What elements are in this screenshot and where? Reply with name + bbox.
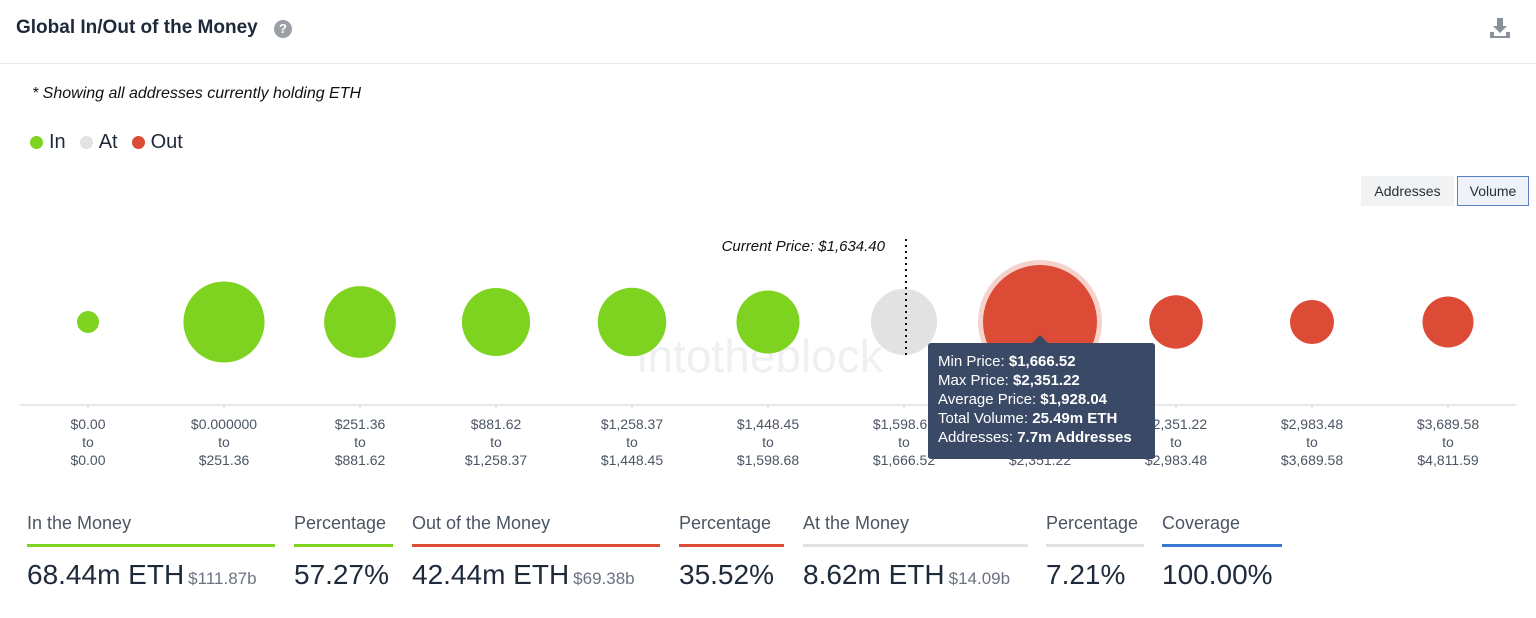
tick-label-to: $3,689.58	[1281, 452, 1343, 468]
volume-toggle-button[interactable]: Volume	[1457, 176, 1529, 206]
cluster-tooltip: Min Price: $1,666.52 Max Price: $2,351.2…	[928, 343, 1155, 459]
tick-label-to: $2,983.48	[1145, 452, 1207, 468]
legend-label-in: In	[49, 131, 66, 153]
stat-out-percentage: Percentage 35.52%	[679, 513, 784, 591]
bubble-in[interactable]	[736, 290, 800, 354]
legend-item-in[interactable]: In	[30, 131, 66, 154]
tooltip-min-price: Min Price: $1,666.52	[938, 353, 1076, 370]
legend-dot-out	[131, 136, 145, 149]
tick-label-separator: to	[82, 434, 94, 450]
stat-at-percentage: Percentage 7.21%	[1046, 513, 1144, 591]
tick-label-separator: to	[1442, 434, 1454, 450]
stat-value: 7.21%	[1046, 559, 1126, 590]
tick-label-to: $1,598.68	[737, 452, 799, 468]
stat-out-of-the-money: Out of the Money 42.44m ETH $69.38b	[412, 513, 660, 591]
tick-label-separator: to	[1170, 434, 1182, 450]
addresses-toggle-button[interactable]: Addresses	[1361, 176, 1454, 206]
stat-at-the-money: At the Money 8.62m ETH $14.09b	[803, 513, 1028, 591]
tick-label-to: $881.62	[335, 452, 386, 468]
help-icon[interactable]: ?	[274, 20, 292, 38]
tick-label-from: $2,351.22	[1145, 416, 1207, 432]
stat-value: 35.52%	[679, 559, 774, 590]
bubble-in[interactable]	[461, 287, 531, 357]
tick-label-to: $1,448.45	[601, 452, 663, 468]
tooltip-addresses: Addresses: 7.7m Addresses	[938, 429, 1132, 446]
tick-label-separator: to	[626, 434, 638, 450]
tick-label-from: $881.62	[471, 416, 522, 432]
stat-bar	[679, 544, 784, 547]
bubble-in[interactable]	[77, 311, 99, 333]
stat-value: 42.44m ETH $69.38b	[412, 559, 635, 590]
bubble-out[interactable]	[1289, 299, 1335, 345]
holding-note: * Showing all addresses currently holdin…	[32, 85, 362, 102]
stat-label: Out of the Money	[412, 513, 551, 533]
tick-label-from: $1,258.37	[601, 416, 663, 432]
tick-label-from: $2,983.48	[1281, 416, 1343, 432]
stat-coverage: Coverage 100.00%	[1162, 513, 1282, 591]
tick-label-separator: to	[218, 434, 230, 450]
iomap-bubble-chart: intotheblock $0.00to$0.00$0.000000to$251…	[20, 238, 1516, 468]
stat-bar	[803, 544, 1028, 547]
stat-label: Coverage	[1162, 513, 1241, 533]
tick-label-to: $1,258.37	[465, 452, 527, 468]
stat-value: 57.27%	[294, 559, 389, 590]
bubble-at[interactable]	[870, 288, 938, 356]
tick-label-from: $1,448.45	[737, 416, 799, 432]
tick-label-to: $1,666.52	[873, 452, 935, 468]
tick-label-from: $3,689.58	[1417, 416, 1479, 432]
tick-label-to: $0.00	[70, 452, 105, 468]
stat-label: Percentage	[294, 513, 387, 533]
stat-bar	[27, 544, 275, 547]
current-price-label: Current Price: $1,634.40	[722, 238, 886, 255]
page-title: Global In/Out of the Money	[16, 17, 258, 38]
stat-label: At the Money	[803, 513, 910, 533]
stat-value: 100.00%	[1162, 559, 1273, 590]
tick-label-from: $0.00	[70, 416, 105, 432]
legend-item-at[interactable]: At	[79, 131, 118, 154]
legend-label-at: At	[98, 131, 118, 153]
stat-value: 8.62m ETH $14.09b	[803, 559, 1011, 590]
stat-value: 68.44m ETH $111.87b	[27, 559, 257, 590]
bubble-out[interactable]	[1422, 296, 1474, 348]
legend-dot-at	[79, 136, 93, 149]
tick-label-from: $1,598.68	[873, 416, 935, 432]
stat-label: In the Money	[27, 513, 132, 533]
legend-dot-in	[30, 136, 43, 149]
tick-label-separator: to	[1306, 434, 1318, 450]
legend: In At Out	[30, 131, 197, 154]
tick-label-separator: to	[898, 434, 910, 450]
legend-label-out: Out	[150, 131, 183, 153]
tick-label-separator: to	[762, 434, 774, 450]
stat-label: Percentage	[679, 513, 772, 533]
tooltip-average-price: Average Price: $1,928.04	[938, 391, 1108, 408]
tick-label-separator: to	[354, 434, 366, 450]
bubble-out[interactable]	[1149, 295, 1203, 349]
tooltip-arrow	[1032, 335, 1048, 343]
stat-bar	[412, 544, 660, 547]
tooltip-total-volume: Total Volume: 25.49m ETH	[938, 410, 1118, 427]
legend-item-out[interactable]: Out	[131, 131, 183, 154]
widget-header: Global In/Out of the Money ?	[0, 0, 1536, 64]
stat-bar	[1046, 544, 1144, 547]
stat-label: Percentage	[1046, 513, 1139, 533]
stat-in-the-money: In the Money 68.44m ETH $111.87b	[27, 513, 275, 591]
tick-label-separator: to	[490, 434, 502, 450]
tooltip-max-price: Max Price: $2,351.22	[938, 372, 1080, 389]
bubble-in[interactable]	[324, 286, 396, 358]
stat-bar	[1162, 544, 1282, 547]
tick-label-to: $251.36	[199, 452, 250, 468]
download-icon[interactable]	[1488, 16, 1512, 40]
bubble-in[interactable]	[183, 281, 265, 363]
tick-label-to: $4,811.59	[1417, 452, 1478, 468]
stat-in-percentage: Percentage 57.27%	[294, 513, 393, 591]
bubble-in[interactable]	[597, 287, 667, 357]
stat-bar	[294, 544, 393, 547]
tick-label-from: $251.36	[335, 416, 386, 432]
tick-label-from: $0.000000	[191, 416, 257, 432]
